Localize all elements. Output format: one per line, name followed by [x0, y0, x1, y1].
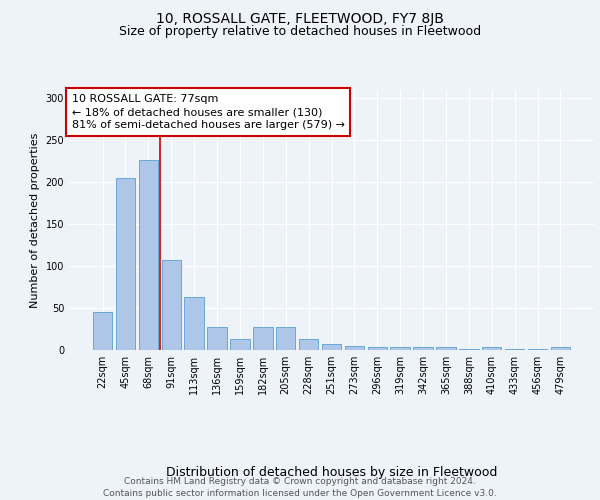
Bar — [368, 348, 387, 350]
Bar — [344, 346, 364, 350]
Bar — [161, 260, 181, 350]
Bar — [299, 339, 319, 350]
Bar — [413, 348, 433, 350]
Text: 10, ROSSALL GATE, FLEETWOOD, FY7 8JB: 10, ROSSALL GATE, FLEETWOOD, FY7 8JB — [156, 12, 444, 26]
Bar — [505, 349, 524, 350]
X-axis label: Distribution of detached houses by size in Fleetwood: Distribution of detached houses by size … — [166, 466, 497, 479]
Text: Size of property relative to detached houses in Fleetwood: Size of property relative to detached ho… — [119, 25, 481, 38]
Bar — [208, 326, 227, 350]
Bar — [184, 297, 204, 350]
Bar — [551, 348, 570, 350]
Bar — [116, 178, 135, 350]
Bar — [139, 160, 158, 350]
Bar — [482, 348, 502, 350]
Bar — [276, 326, 295, 350]
Text: 10 ROSSALL GATE: 77sqm
← 18% of detached houses are smaller (130)
81% of semi-de: 10 ROSSALL GATE: 77sqm ← 18% of detached… — [71, 94, 344, 130]
Bar — [459, 349, 479, 350]
Bar — [391, 348, 410, 350]
Y-axis label: Number of detached properties: Number of detached properties — [30, 132, 40, 308]
Text: Contains HM Land Registry data © Crown copyright and database right 2024.
Contai: Contains HM Land Registry data © Crown c… — [103, 476, 497, 498]
Bar — [253, 326, 272, 350]
Bar — [322, 344, 341, 350]
Bar — [230, 339, 250, 350]
Bar — [528, 349, 547, 350]
Bar — [436, 348, 455, 350]
Bar — [93, 312, 112, 350]
